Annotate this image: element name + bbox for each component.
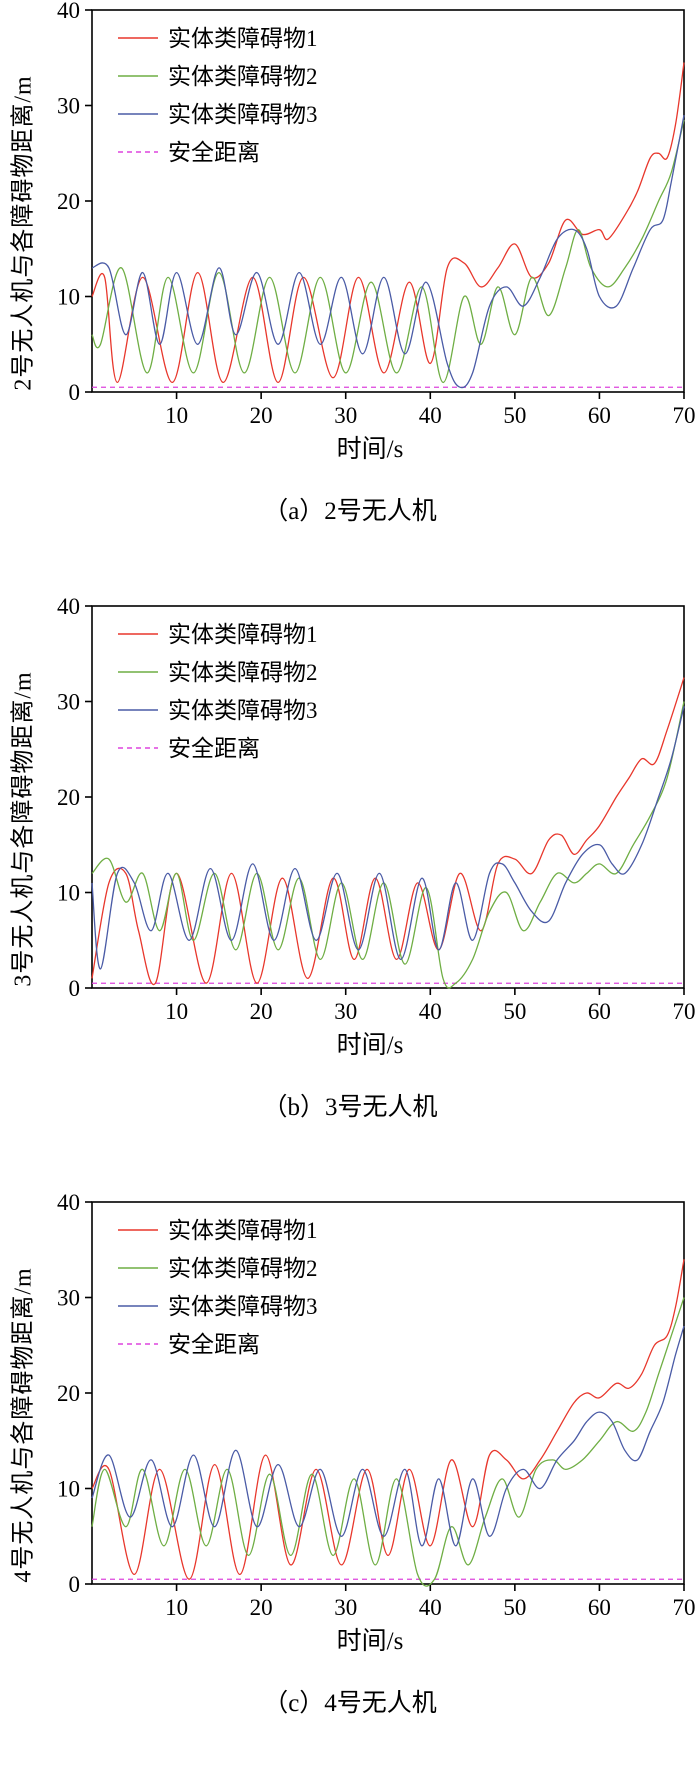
- series-line: [91, 62, 685, 384]
- x-axis-label: 时间/s: [336, 436, 404, 463]
- y-tick-label: 10: [57, 285, 80, 310]
- y-tick-label: 40: [57, 596, 80, 619]
- legend-label: 安全距离: [168, 140, 260, 165]
- series-line: [91, 1325, 685, 1547]
- x-tick-label: 40: [419, 999, 442, 1024]
- series-line: [91, 119, 685, 384]
- y-axis-label-column: 4号无人机与各障碍物距离/m: [0, 1192, 40, 1657]
- legend-label: 实体类障碍物2: [168, 660, 318, 685]
- x-tick-label: 70: [673, 999, 696, 1024]
- chart-caption: （a）2号无人机: [263, 498, 437, 525]
- legend-label: 实体类障碍物1: [168, 1218, 318, 1243]
- y-tick-label: 40: [57, 0, 80, 23]
- x-tick-label: 20: [250, 999, 273, 1024]
- legend-label: 实体类障碍物1: [168, 26, 318, 51]
- x-tick-label: 70: [673, 1595, 696, 1620]
- legend-label: 安全距离: [168, 1332, 260, 1357]
- line-chart-uav3: 0 10 20 30 40 10 20 30 40 50 60 70 实体类障碍物1 实体类障碍物2 实体类…: [40, 594, 700, 1031]
- y-axis-label-column: 3号无人机与各障碍物距离/m: [0, 596, 40, 1061]
- y-tick-label: 20: [57, 1381, 80, 1406]
- x-tick-label: 40: [419, 403, 442, 428]
- x-tick-label: 10: [165, 1595, 188, 1620]
- y-tick-label: 0: [69, 1572, 81, 1597]
- y-tick-label: 20: [57, 785, 80, 810]
- y-axis-label: 4号无人机与各障碍物距离/m: [10, 1266, 37, 1583]
- y-axis-label: 3号无人机与各障碍物距离/m: [10, 670, 37, 987]
- x-tick-label: 30: [334, 1595, 357, 1620]
- y-tick-label: 40: [57, 1192, 80, 1215]
- y-axis-label-column: 2号无人机与各障碍物距离/m: [0, 0, 40, 465]
- chart-canvas: 0 10 20 30 40 10 20 30 40 50 60 70 实体类障碍物1 实体类障碍物2 实体类…: [57, 0, 696, 428]
- series-line: [91, 701, 685, 989]
- y-tick-label: 10: [57, 1477, 80, 1502]
- legend-label: 实体类障碍物2: [168, 1256, 318, 1281]
- series-line: [91, 706, 685, 970]
- chart-caption: （c）4号无人机: [263, 1690, 437, 1717]
- y-axis-label: 2号无人机与各障碍物距离/m: [10, 74, 37, 391]
- chart-canvas: 0 10 20 30 40 10 20 30 40 50 60 70 实体类障碍物1 实体类障碍物2 实体类…: [57, 594, 696, 1024]
- x-tick-label: 50: [503, 1595, 526, 1620]
- x-tick-label: 50: [503, 403, 526, 428]
- series-line: [91, 1297, 685, 1587]
- x-axis-label: 时间/s: [336, 1032, 404, 1059]
- x-tick-label: 60: [588, 1595, 611, 1620]
- x-tick-label: 10: [165, 403, 188, 428]
- x-tick-label: 30: [334, 403, 357, 428]
- x-tick-label: 40: [419, 1595, 442, 1620]
- legend-label: 实体类障碍物2: [168, 64, 318, 89]
- x-tick-label: 20: [250, 1595, 273, 1620]
- x-tick-label: 30: [334, 999, 357, 1024]
- x-tick-label: 60: [588, 403, 611, 428]
- legend-label: 实体类障碍物3: [168, 1294, 318, 1319]
- y-tick-label: 0: [69, 380, 81, 405]
- x-tick-label: 10: [165, 999, 188, 1024]
- y-tick-label: 30: [57, 1286, 80, 1311]
- x-axis-label: 时间/s: [336, 1628, 404, 1655]
- chart-caption: （b）3号无人机: [262, 1094, 438, 1121]
- y-tick-label: 0: [69, 976, 81, 1001]
- x-tick-label: 50: [503, 999, 526, 1024]
- x-tick-label: 20: [250, 403, 273, 428]
- figure-uav2: 2号无人机与各障碍物距离/m 0 10 20 30 40 10 20 30 40 50 60 70 实体…: [0, 0, 700, 596]
- line-chart-uav2: 0 10 20 30 40 10 20 30 40 50 60 70 实体类障碍物1 实体类障碍物2 实体类…: [40, 0, 700, 435]
- x-tick-label: 70: [673, 403, 696, 428]
- series-line: [91, 677, 685, 986]
- series-line: [91, 114, 685, 389]
- figure-uav4: 4号无人机与各障碍物距离/m 0 10 20 30 40 10 20 30 40 50 60 70 实体…: [0, 1190, 700, 1788]
- legend-label: 实体类障碍物3: [168, 102, 318, 127]
- y-tick-label: 30: [57, 94, 80, 119]
- x-tick-label: 60: [588, 999, 611, 1024]
- legend-label: 安全距离: [168, 736, 260, 761]
- y-tick-label: 30: [57, 690, 80, 715]
- chart-canvas: 0 10 20 30 40 10 20 30 40 50 60 70 实体类障碍物1 实体类障碍物2 实体类…: [57, 1190, 696, 1620]
- legend-label: 实体类障碍物1: [168, 622, 318, 647]
- y-tick-label: 10: [57, 881, 80, 906]
- y-tick-label: 20: [57, 189, 80, 214]
- legend-label: 实体类障碍物3: [168, 698, 318, 723]
- line-chart-uav4: 0 10 20 30 40 10 20 30 40 50 60 70 实体类障碍物1 实体类障碍物2 实体类…: [40, 1190, 700, 1627]
- figure-uav3: 3号无人机与各障碍物距离/m 0 10 20 30 40 10 20 30 40 50 60 70 实体…: [0, 594, 700, 1192]
